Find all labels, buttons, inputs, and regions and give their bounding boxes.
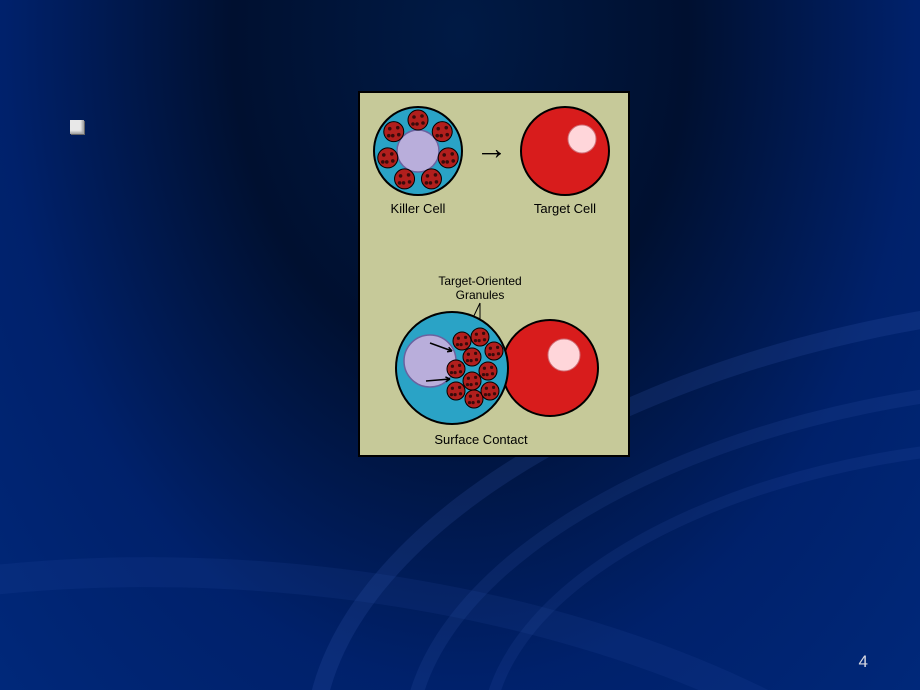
- surface-contact-label: Surface Contact: [434, 432, 528, 447]
- arrow-icon: →: [476, 130, 508, 166]
- decorative-swoosh: [0, 503, 920, 690]
- bullet-marker: [70, 120, 84, 134]
- slide: Killer Cell → Target Cell Target-OrientedGr…: [0, 0, 920, 690]
- cell-diagram-figure: Killer Cell → Target Cell Target-OrientedGr…: [358, 91, 630, 457]
- svg-text:Granules: Granules: [456, 288, 505, 302]
- page-number: 4: [859, 652, 868, 672]
- granules-callout-label: Target-Oriented: [438, 274, 521, 288]
- killer-cell-label: Killer Cell: [391, 201, 446, 216]
- target-cell-label: Target Cell: [534, 201, 596, 216]
